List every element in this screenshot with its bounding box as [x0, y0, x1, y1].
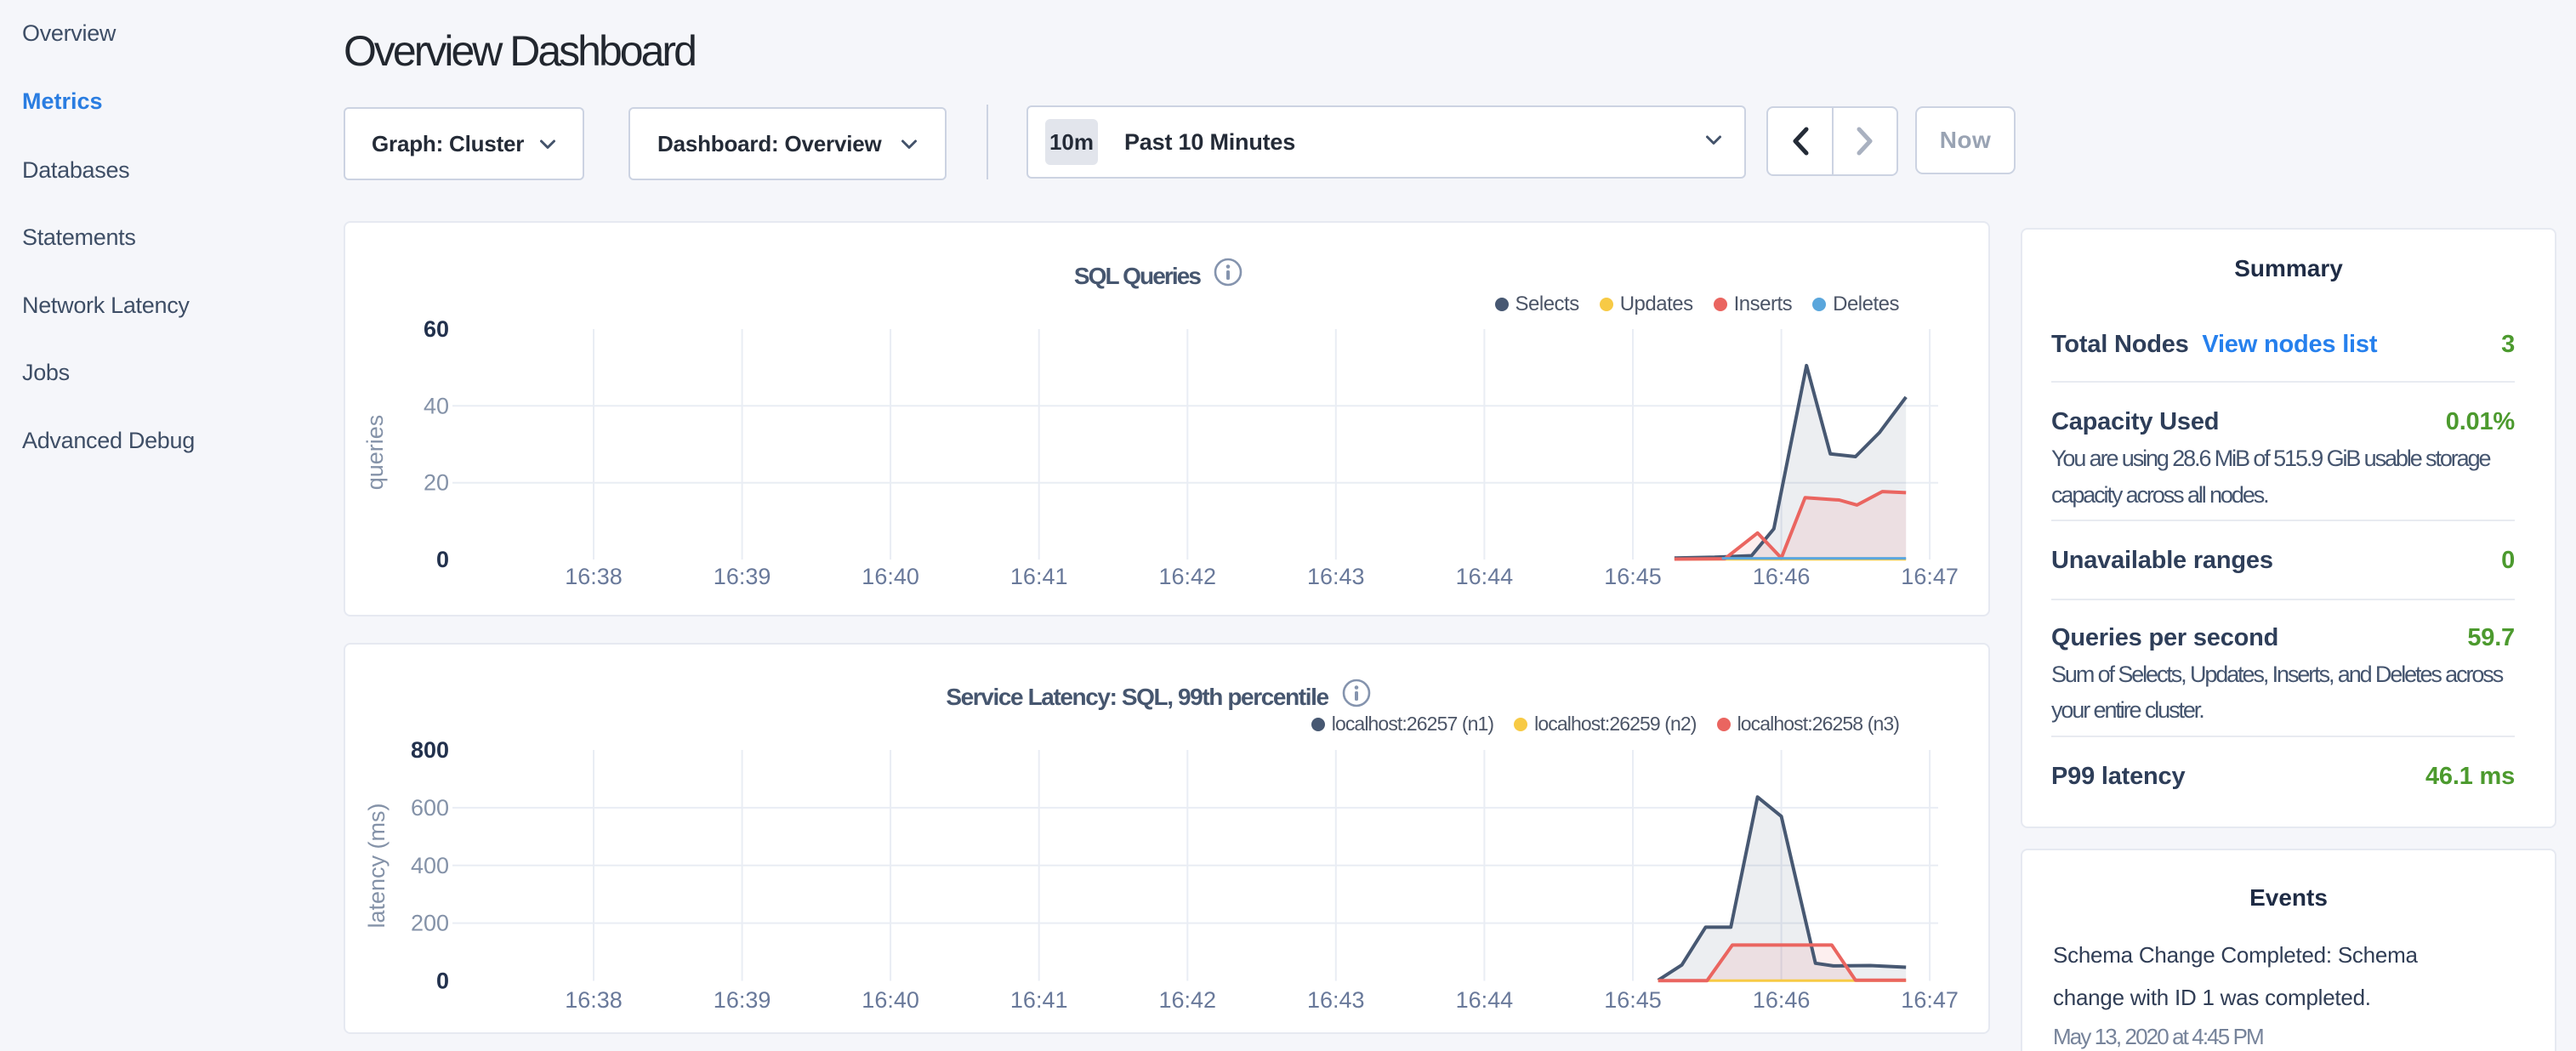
svg-text:800: 800 — [411, 737, 449, 763]
svg-text:16:39: 16:39 — [714, 987, 771, 1013]
svg-text:16:40: 16:40 — [862, 564, 919, 589]
svg-text:16:42: 16:42 — [1159, 564, 1217, 589]
svg-text:16:44: 16:44 — [1456, 564, 1514, 589]
svg-text:16:47: 16:47 — [1901, 564, 1959, 589]
svg-text:60: 60 — [424, 316, 449, 342]
svg-text:600: 600 — [411, 795, 449, 821]
svg-text:16:47: 16:47 — [1901, 987, 1959, 1013]
svg-text:16:43: 16:43 — [1307, 564, 1365, 589]
svg-text:16:39: 16:39 — [714, 564, 771, 589]
svg-text:40: 40 — [424, 393, 449, 418]
svg-text:16:41: 16:41 — [1010, 987, 1068, 1013]
svg-text:16:38: 16:38 — [565, 987, 623, 1013]
svg-text:400: 400 — [411, 853, 449, 878]
svg-text:200: 200 — [411, 911, 449, 936]
svg-text:16:46: 16:46 — [1753, 564, 1811, 589]
svg-text:16:41: 16:41 — [1010, 564, 1068, 589]
svg-text:16:45: 16:45 — [1604, 987, 1662, 1013]
svg-text:16:43: 16:43 — [1307, 987, 1365, 1013]
svg-text:20: 20 — [424, 470, 449, 496]
svg-text:16:46: 16:46 — [1753, 987, 1811, 1013]
svg-text:16:44: 16:44 — [1456, 987, 1514, 1013]
svg-text:0: 0 — [436, 547, 449, 572]
svg-text:16:40: 16:40 — [862, 987, 919, 1013]
svg-text:16:45: 16:45 — [1604, 564, 1662, 589]
svg-text:queries: queries — [362, 415, 388, 491]
svg-text:0: 0 — [436, 969, 449, 994]
svg-text:latency (ms): latency (ms) — [364, 803, 390, 928]
svg-text:16:38: 16:38 — [565, 564, 623, 589]
svg-text:16:42: 16:42 — [1159, 987, 1217, 1013]
